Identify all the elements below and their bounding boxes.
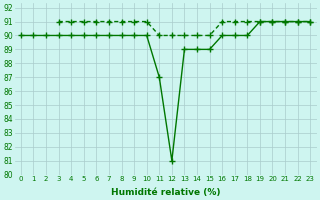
X-axis label: Humidité relative (%): Humidité relative (%) [111, 188, 220, 197]
